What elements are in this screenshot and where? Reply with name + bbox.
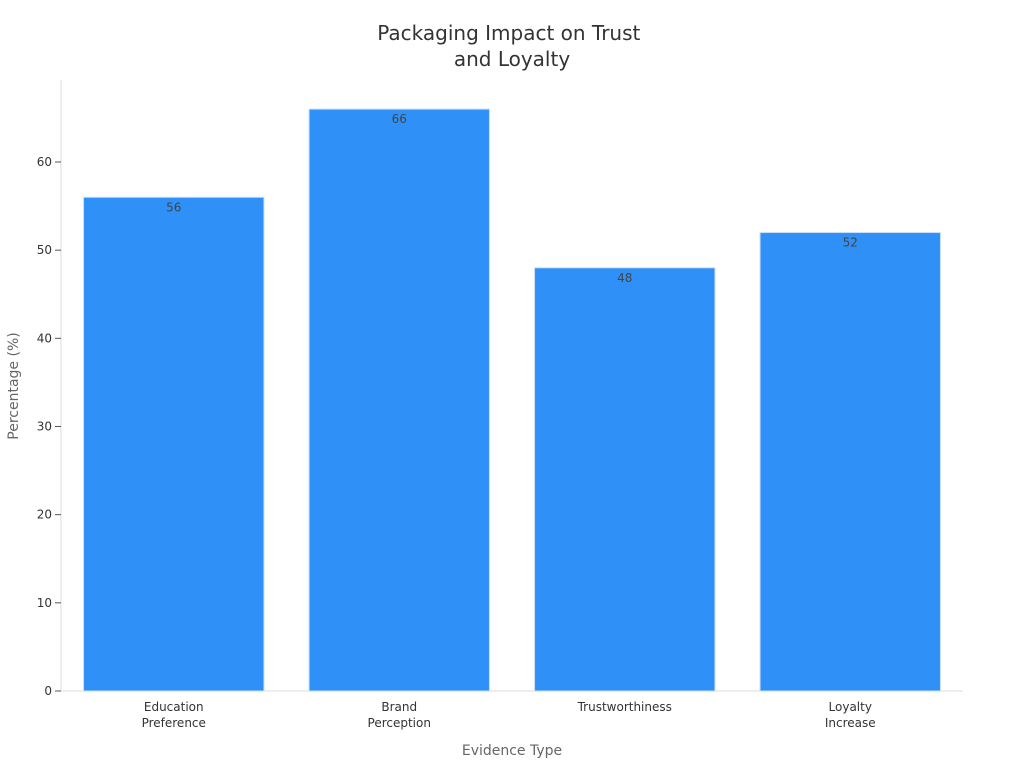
bar bbox=[759, 232, 941, 692]
y-tick-label: 40 bbox=[37, 331, 52, 345]
bar bbox=[83, 196, 265, 692]
chart-title: Packaging Impact on Trust and Loyalty bbox=[377, 21, 646, 71]
bar bbox=[534, 267, 716, 692]
x-category-label: Brand Perception bbox=[368, 700, 431, 730]
chart-title-line-1: Packaging Impact on Trust bbox=[377, 21, 640, 45]
y-tick-label: 50 bbox=[37, 243, 52, 257]
bar-value-label: 48 bbox=[617, 271, 632, 285]
y-tick-label: 10 bbox=[37, 596, 52, 610]
x-category-label: Education Preference bbox=[142, 700, 206, 730]
y-tick-label: 20 bbox=[37, 508, 52, 522]
x-category-label: Loyalty Increase bbox=[825, 700, 876, 730]
bar-value-label: 56 bbox=[166, 200, 181, 214]
y-tick-label: 30 bbox=[37, 419, 52, 433]
plot-area: 0 10 20 30 40 50 60 56 Education Preference 66 Bran… bbox=[37, 80, 963, 730]
chart-title-line-2: and Loyalty bbox=[454, 47, 571, 71]
y-tick-label: 60 bbox=[37, 155, 52, 169]
x-category-label: Trustworthiness bbox=[577, 700, 672, 714]
x-axis-title: Evidence Type bbox=[462, 743, 562, 759]
bar-value-label: 52 bbox=[843, 236, 858, 250]
bar bbox=[308, 108, 490, 692]
y-tick-label: 0 bbox=[44, 684, 52, 698]
bar-value-label: 66 bbox=[392, 112, 407, 126]
y-axis-title: Percentage (%) bbox=[6, 332, 22, 439]
